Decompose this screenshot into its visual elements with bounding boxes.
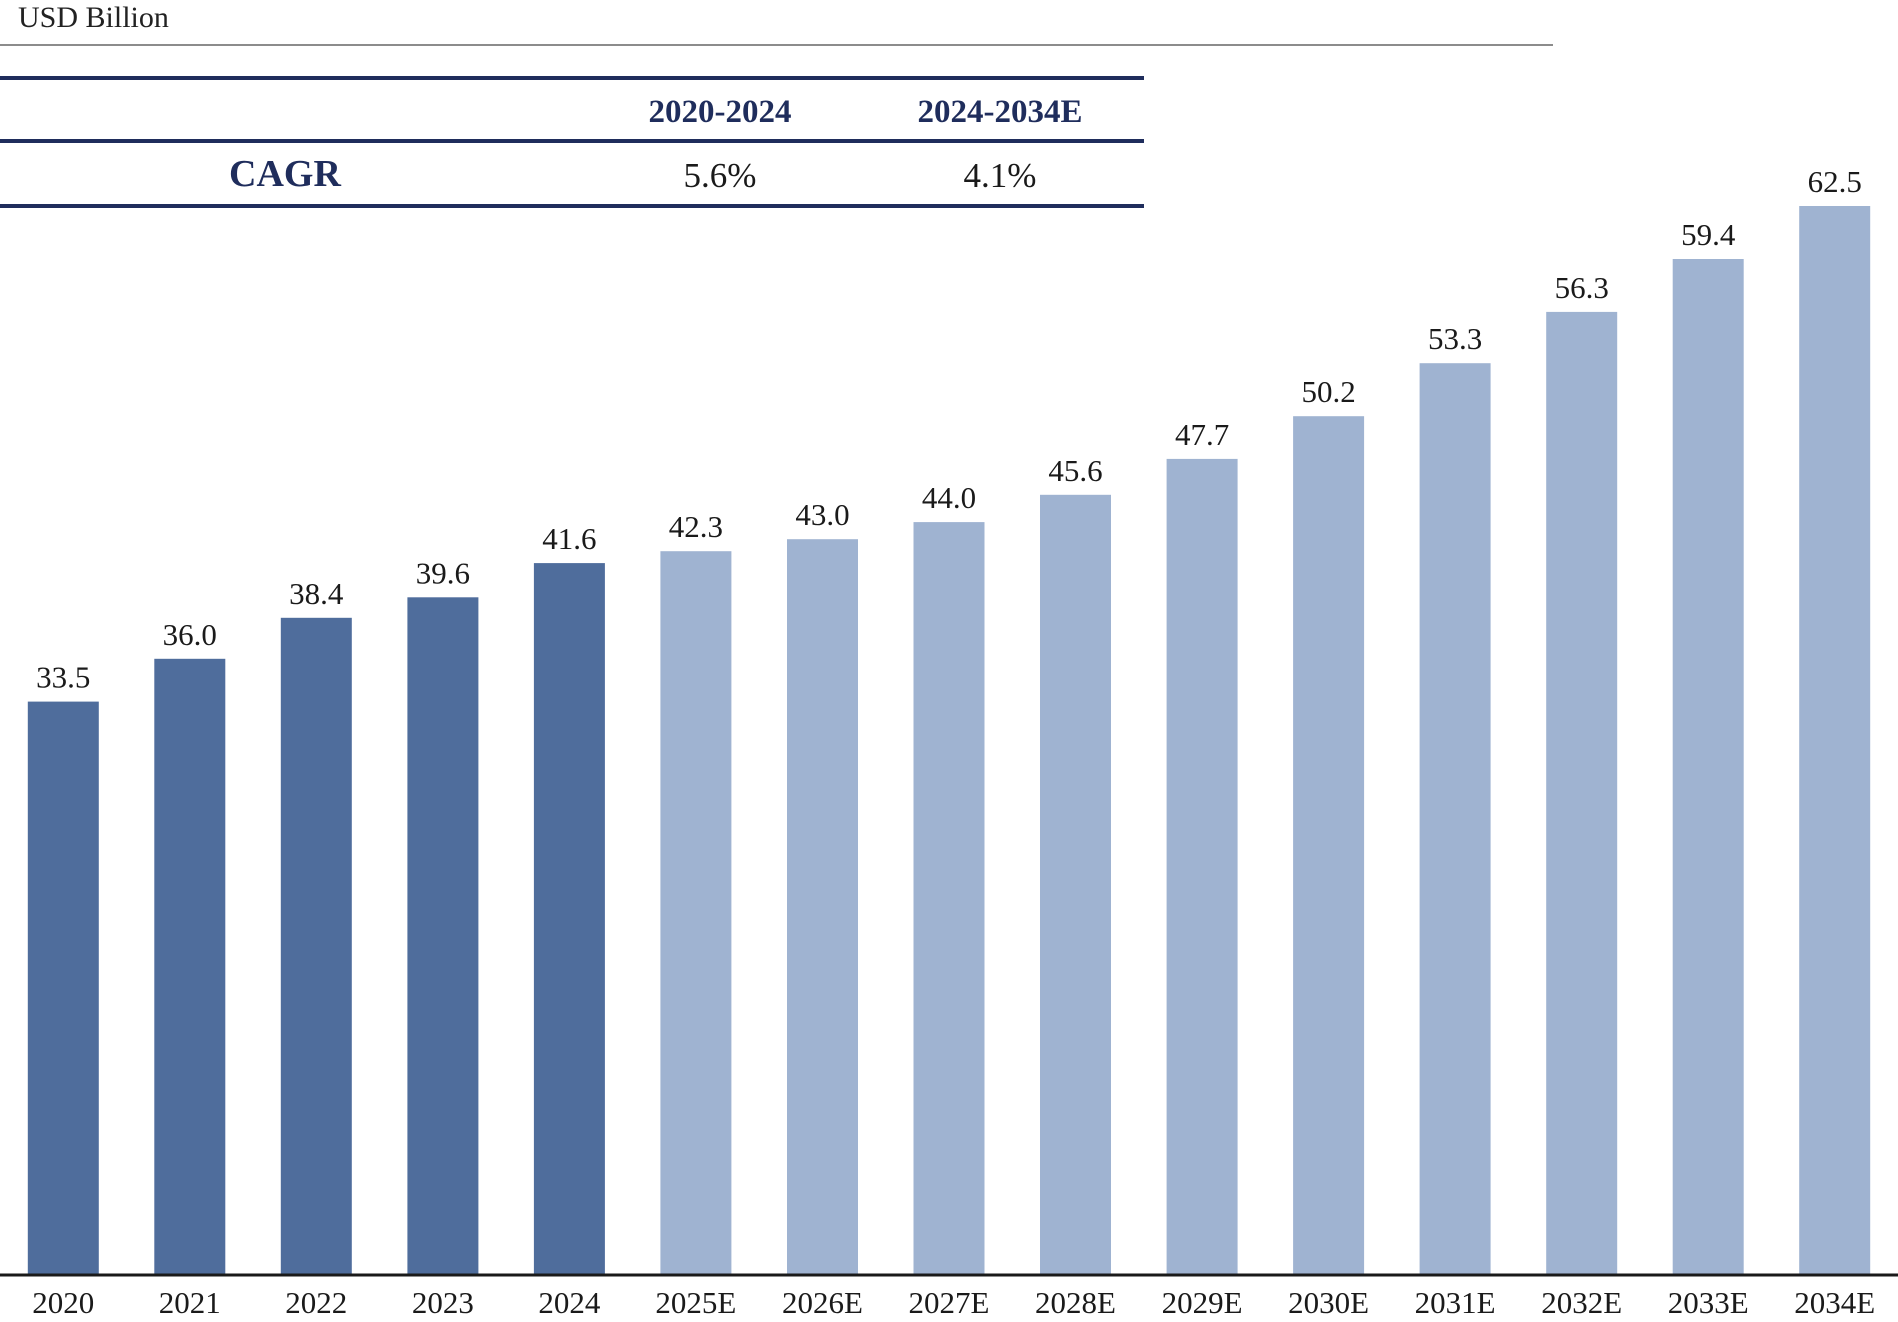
value-label-2026e: 43.0 bbox=[795, 497, 849, 532]
value-label-2022: 38.4 bbox=[289, 576, 344, 611]
x-tick-labels-group: 2020 2021 2022 2023 2024 2025E 2026E 2027E 2028E… bbox=[32, 1285, 1875, 1320]
unit-label: USD Billion bbox=[18, 1, 169, 34]
x-tick-label-2022: 2022 bbox=[285, 1285, 347, 1320]
value-label-2021: 36.0 bbox=[163, 617, 217, 652]
x-tick-label-2032e: 2032E bbox=[1541, 1285, 1622, 1320]
cagr-table-bottom-rule bbox=[0, 204, 1144, 208]
cagr-table-mid-rule bbox=[0, 139, 1144, 143]
value-label-2028e: 45.6 bbox=[1048, 453, 1102, 488]
x-tick-label-2025e: 2025E bbox=[655, 1285, 736, 1320]
value-label-2033e: 59.4 bbox=[1681, 217, 1736, 252]
x-tick-label-2034e: 2034E bbox=[1794, 1285, 1875, 1320]
x-tick-label-2027e: 2027E bbox=[909, 1285, 990, 1320]
x-tick-label-2031e: 2031E bbox=[1415, 1285, 1496, 1320]
value-label-2034e: 62.5 bbox=[1808, 164, 1862, 199]
x-tick-label-2033e: 2033E bbox=[1668, 1285, 1749, 1320]
value-label-2027e: 44.0 bbox=[922, 480, 976, 515]
cagr-value-2024-2034e: 4.1% bbox=[963, 156, 1037, 195]
x-tick-label-2024: 2024 bbox=[538, 1285, 601, 1320]
cagr-row-label: CAGR bbox=[229, 153, 341, 195]
bar-2034e bbox=[1799, 206, 1871, 1274]
cagr-table: 2020-2024 2024-2034E CAGR 5.6% 4.1% bbox=[0, 76, 1144, 208]
bar-2021 bbox=[154, 658, 226, 1274]
value-label-2030e: 50.2 bbox=[1301, 374, 1355, 409]
bar-2033e bbox=[1672, 259, 1744, 1274]
value-labels-group: 33.5 36.0 38.4 39.6 41.6 42.3 43.0 44.0 45.6 47.7… bbox=[36, 164, 1862, 695]
bar-2031e bbox=[1419, 363, 1491, 1274]
bar-2023 bbox=[407, 597, 479, 1274]
x-tick-label-2026e: 2026E bbox=[782, 1285, 863, 1320]
cagr-value-2020-2024: 5.6% bbox=[683, 156, 757, 195]
value-label-2024: 41.6 bbox=[542, 521, 596, 556]
bar-2020 bbox=[27, 701, 99, 1274]
x-tick-label-2030e: 2030E bbox=[1288, 1285, 1369, 1320]
value-label-2020: 33.5 bbox=[36, 660, 90, 695]
bar-2022 bbox=[280, 617, 352, 1274]
value-label-2023: 39.6 bbox=[416, 555, 470, 590]
unit-divider bbox=[0, 44, 1553, 46]
x-tick-label-2020: 2020 bbox=[32, 1285, 94, 1320]
cagr-table-top-rule bbox=[0, 76, 1144, 80]
value-label-2032e: 56.3 bbox=[1555, 270, 1609, 305]
bar-2029e bbox=[1166, 458, 1238, 1274]
bars-group bbox=[27, 206, 1871, 1274]
bar-2028e bbox=[1040, 494, 1111, 1274]
x-tick-label-2029e: 2029E bbox=[1162, 1285, 1243, 1320]
cagr-column-header-2024-2034e: 2024-2034E bbox=[917, 94, 1083, 130]
bar-2025e bbox=[660, 551, 732, 1274]
value-label-2029e: 47.7 bbox=[1175, 417, 1229, 452]
value-label-2031e: 53.3 bbox=[1428, 321, 1482, 356]
cagr-column-header-2020-2024: 2020-2024 bbox=[648, 94, 792, 130]
bar-2032e bbox=[1546, 311, 1618, 1274]
bar-2024 bbox=[533, 563, 605, 1274]
bar-2027e bbox=[913, 522, 985, 1274]
bar-2026e bbox=[787, 539, 858, 1274]
x-tick-label-2021: 2021 bbox=[159, 1285, 221, 1320]
value-label-2025e: 42.3 bbox=[669, 509, 723, 544]
x-tick-label-2028e: 2028E bbox=[1035, 1285, 1116, 1320]
bar-2030e bbox=[1293, 416, 1365, 1274]
x-tick-label-2023: 2023 bbox=[412, 1285, 474, 1320]
